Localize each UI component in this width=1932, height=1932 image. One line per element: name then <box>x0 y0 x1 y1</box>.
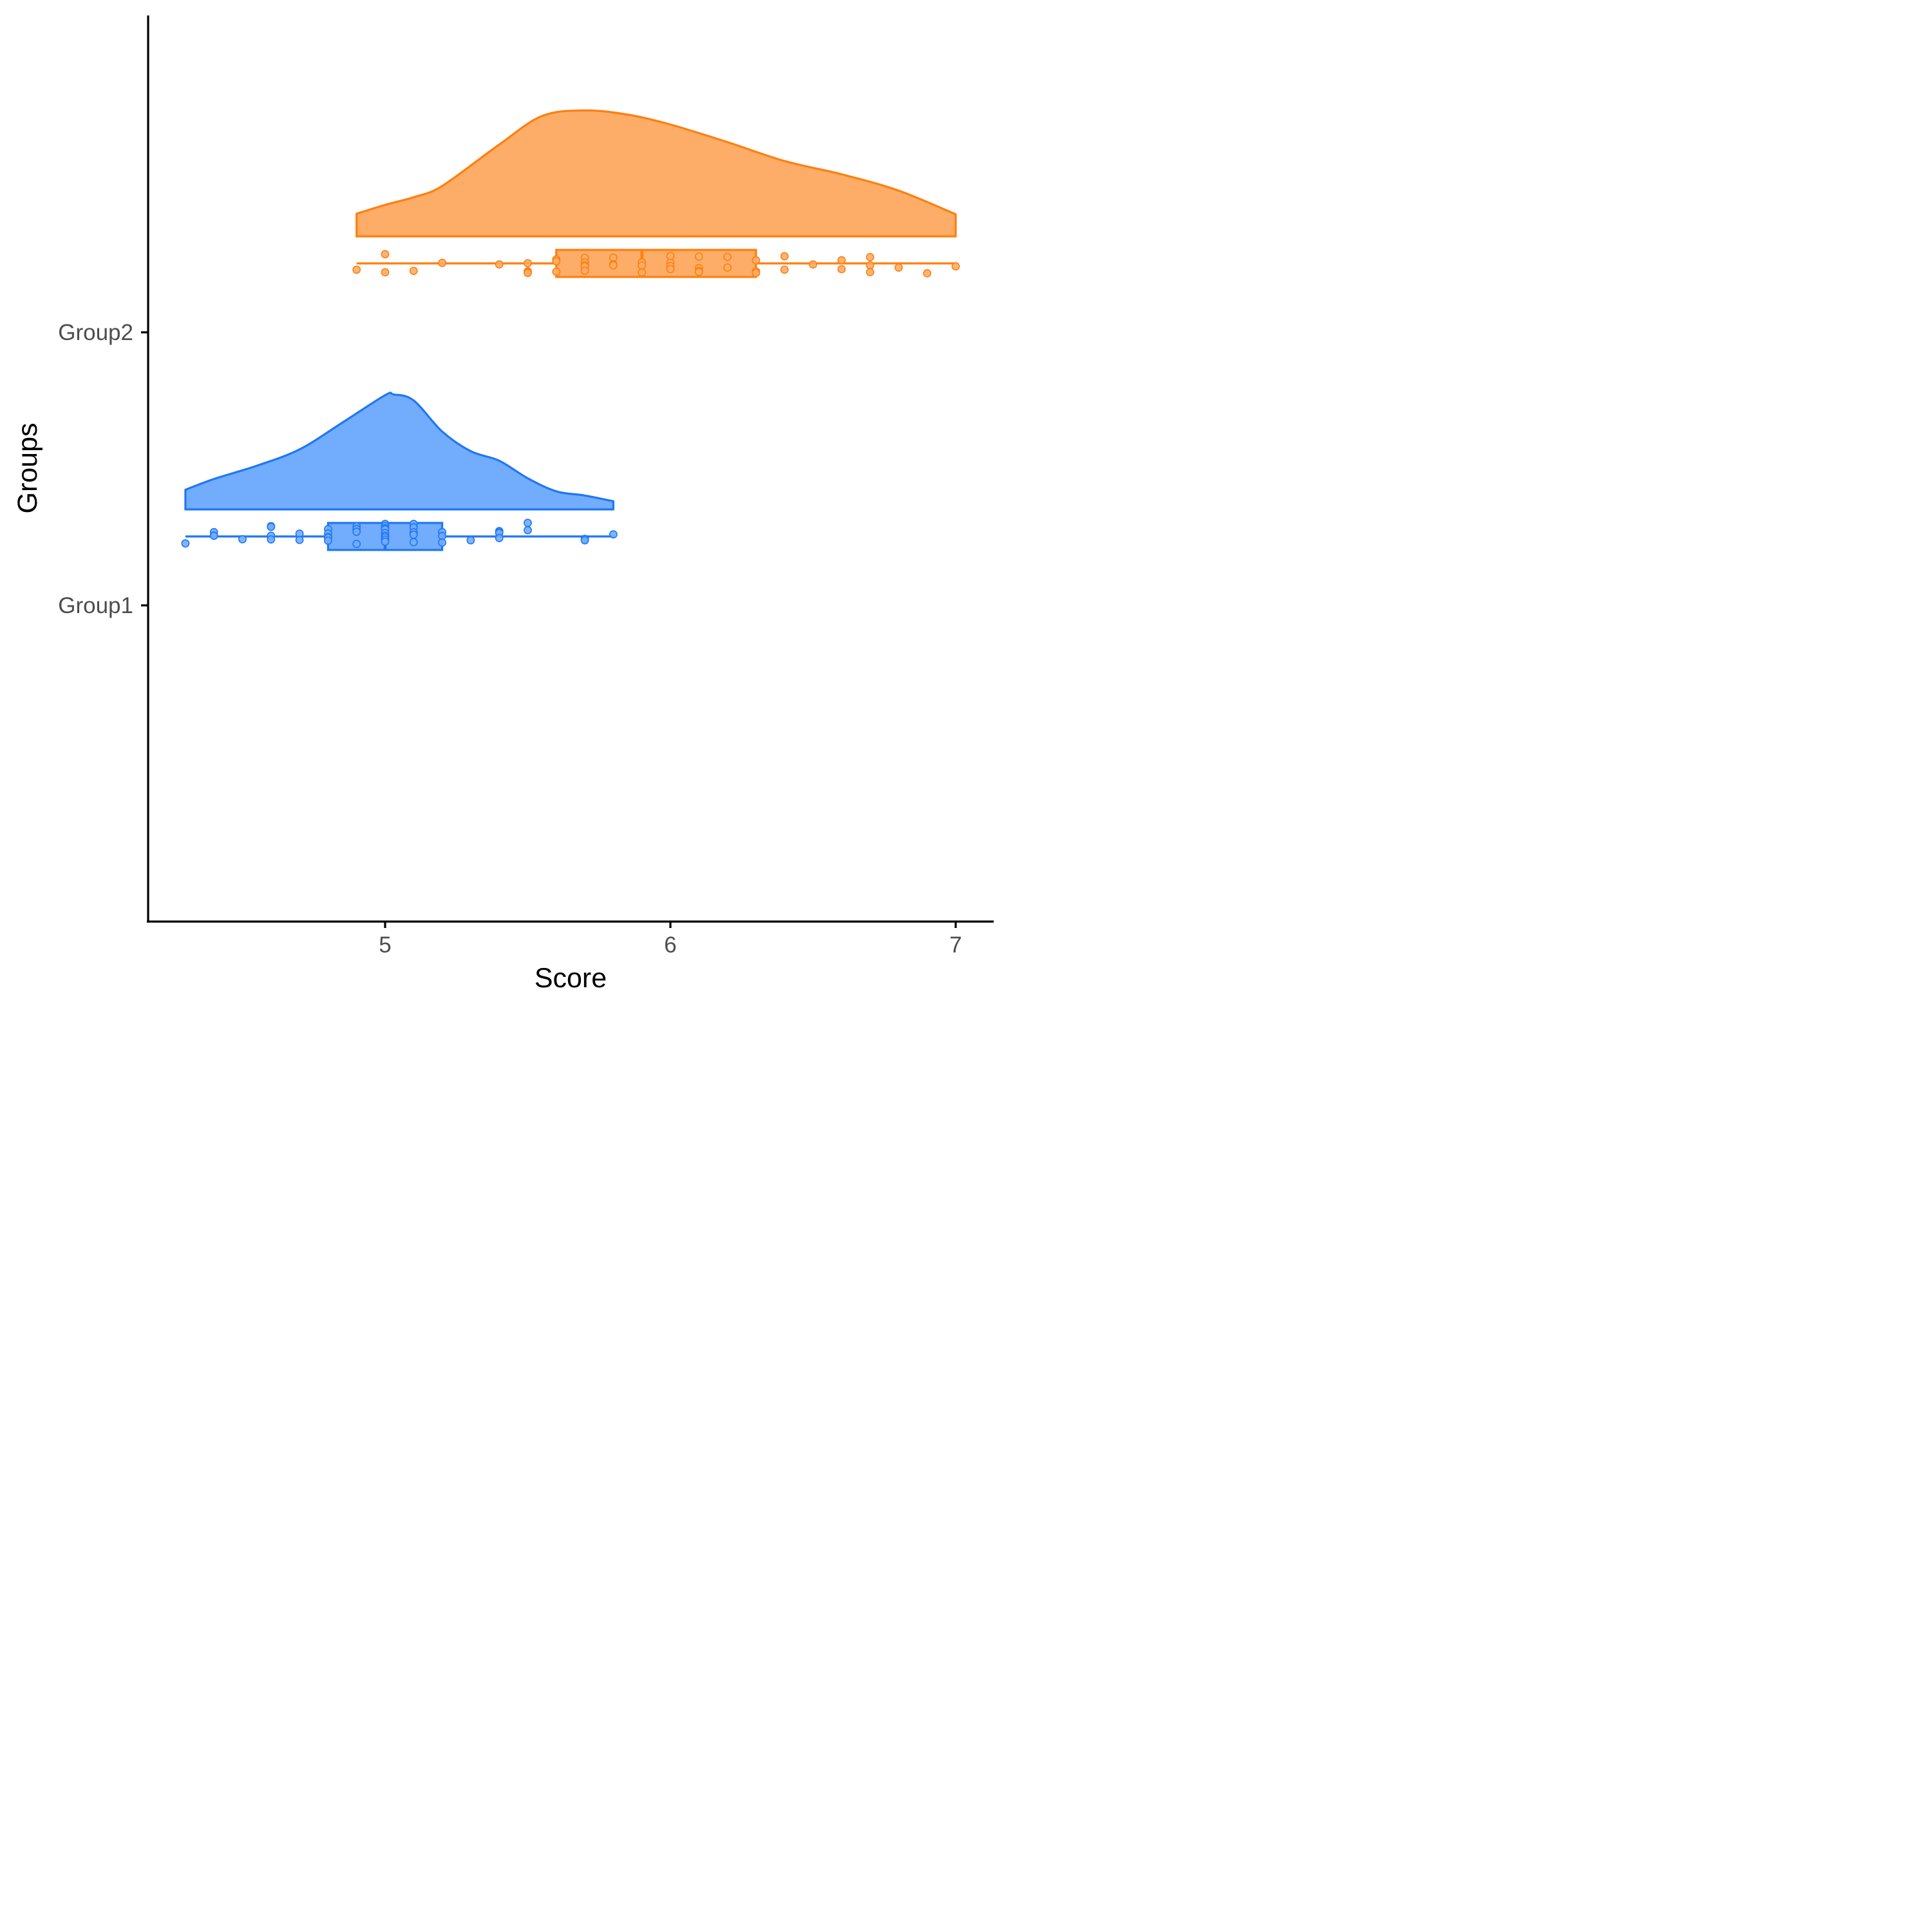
data-point <box>638 261 647 270</box>
y-axis-title: Groups <box>12 422 43 513</box>
data-point <box>267 535 276 544</box>
series-group1 <box>181 392 618 551</box>
data-point <box>866 268 875 276</box>
data-point <box>895 263 903 272</box>
data-point <box>524 269 532 278</box>
data-point <box>409 538 418 547</box>
data-point <box>609 530 618 539</box>
data-point <box>524 259 532 268</box>
x-tick-label: 5 <box>379 933 391 958</box>
data-point <box>866 252 875 261</box>
data-point <box>609 261 618 270</box>
data-point <box>495 260 504 269</box>
data-point <box>524 518 532 527</box>
x-tick-label: 6 <box>664 933 676 958</box>
x-tick-label: 7 <box>949 933 961 958</box>
data-point <box>409 267 418 276</box>
data-point <box>352 540 361 549</box>
y-tick-label: Group1 <box>58 593 133 618</box>
data-point <box>752 256 761 265</box>
data-point <box>495 534 504 542</box>
data-point <box>381 537 390 546</box>
data-point <box>552 267 561 276</box>
data-point <box>552 257 561 266</box>
data-point <box>409 530 418 539</box>
data-point <box>923 269 932 278</box>
data-point <box>951 262 960 270</box>
data-point <box>694 252 703 261</box>
y-axis-ticks: Group1 Group2 <box>58 320 148 618</box>
data-point <box>466 536 475 545</box>
data-point <box>694 267 703 276</box>
x-axis-ticks: 5 6 7 <box>379 922 962 958</box>
data-point <box>352 527 361 536</box>
data-point <box>181 539 190 548</box>
data-point <box>866 261 875 270</box>
data-point <box>666 251 675 260</box>
data-point <box>723 252 732 261</box>
data-point <box>438 538 446 547</box>
data-point <box>438 258 446 267</box>
data-point <box>580 266 589 275</box>
data-point <box>524 526 532 535</box>
x-axis-title: Score <box>535 963 607 994</box>
density-cloud-group1 <box>184 392 614 511</box>
data-point <box>238 535 247 544</box>
data-point <box>381 268 390 277</box>
series-group2 <box>352 109 960 278</box>
data-point <box>381 250 390 259</box>
data-point <box>723 263 732 272</box>
data-point <box>580 536 589 545</box>
data-point <box>837 265 846 274</box>
raincloud-chart: 5 6 7 Group1 Group2 Score Groups <box>0 0 1010 1010</box>
data-point <box>638 268 647 277</box>
data-point <box>295 536 304 544</box>
data-point <box>352 265 361 274</box>
density-cloud-group2 <box>355 109 957 238</box>
data-point <box>752 269 761 278</box>
plot-area <box>181 109 960 551</box>
data-point <box>267 522 276 531</box>
data-point <box>780 252 789 261</box>
data-point <box>837 256 846 265</box>
data-point <box>809 260 817 269</box>
data-point <box>323 536 332 545</box>
data-point <box>780 265 789 274</box>
y-tick-label: Group2 <box>58 320 133 345</box>
data-point <box>209 531 218 540</box>
data-point <box>666 265 675 274</box>
